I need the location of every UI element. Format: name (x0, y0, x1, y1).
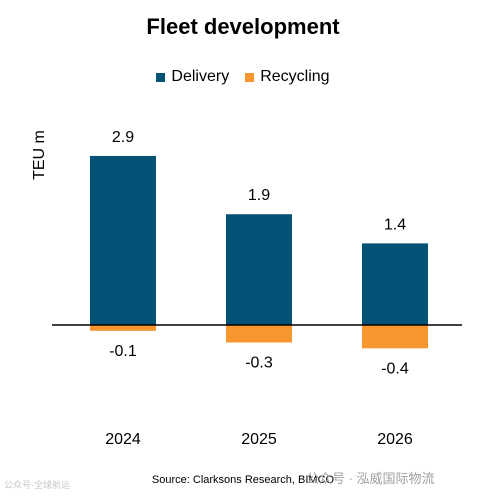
x-tick-label-2025: 2025 (241, 431, 277, 448)
bar-recycling-2025 (226, 325, 292, 343)
bar-recycling-2026 (362, 325, 428, 349)
legend-item-delivery: Delivery (156, 68, 229, 86)
x-tick-label-2026: 2026 (377, 431, 413, 448)
data-label-delivery-2026: 1.4 (384, 216, 406, 233)
watermark-left: 公众号·全球航运 (4, 480, 70, 490)
chart-title: Fleet development (146, 14, 340, 39)
legend-swatch-recycling (245, 72, 255, 82)
legend-label-recycling: Recycling (260, 68, 330, 85)
x-tick-label-2024: 2024 (105, 431, 141, 448)
source-note: Source: Clarksons Research, BIMCO (151, 474, 335, 486)
legend-item-recycling: Recycling (245, 68, 330, 86)
data-label-recycling-2025: -0.3 (245, 354, 273, 371)
bar-recycling-2024 (90, 325, 156, 331)
watermark-right: 公众号 · 泓威国际物流 (306, 471, 435, 486)
data-label-delivery-2024: 2.9 (112, 129, 134, 146)
bar-delivery-2025 (226, 214, 292, 325)
bar-delivery-2026 (362, 243, 428, 325)
data-label-delivery-2025: 1.9 (248, 187, 270, 204)
data-label-recycling-2026: -0.4 (381, 360, 409, 377)
data-label-recycling-2024: -0.1 (109, 343, 137, 360)
y-axis-label: TEU m (31, 130, 48, 180)
legend-swatch-delivery (156, 72, 166, 82)
bar-delivery-2024 (90, 155, 156, 325)
legend: Delivery Recycling (0, 68, 486, 86)
legend-label-delivery: Delivery (171, 68, 230, 85)
